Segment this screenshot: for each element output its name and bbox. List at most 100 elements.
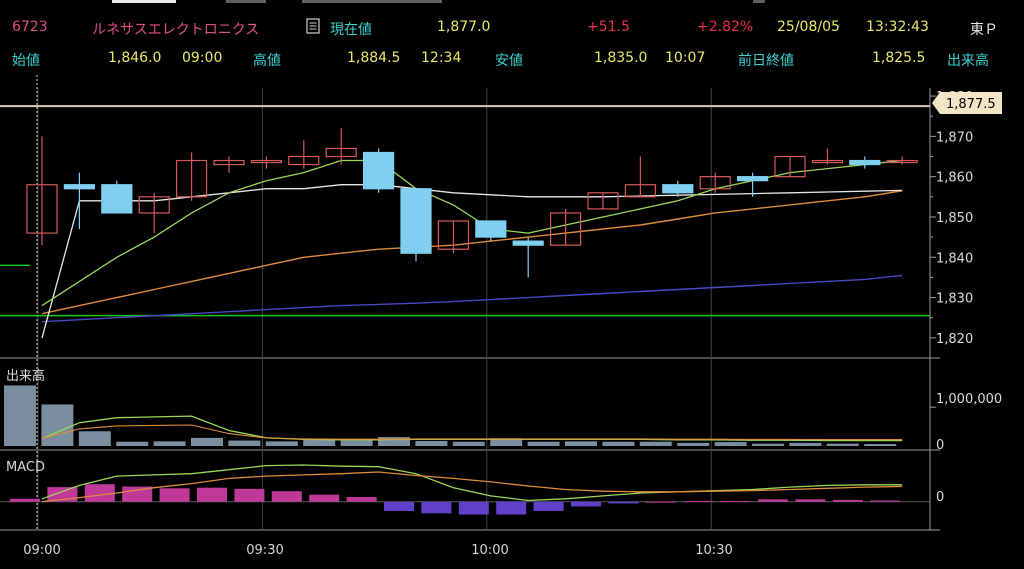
volume-zero-label: 0 [936,438,944,453]
candle-body [886,159,918,164]
document-icon[interactable] [306,18,320,38]
current-price-value: 1,877.0 [437,19,491,35]
candle [811,148,844,165]
candle [475,220,507,242]
candle [587,192,619,210]
x-tick-label: 10:00 [471,543,508,558]
macd-histogram-bar [122,486,153,502]
macd-line [41,464,903,502]
volume-bar [415,440,448,446]
low-time: 10:07 [665,50,706,66]
current-price-label: 現在値 [330,22,372,38]
ohlc-header-row: 始値 1,846.0 09:00 高値 1,884.5 12:34 安値 1,8… [0,47,1024,69]
candle [26,136,58,246]
candle-body [250,159,282,164]
candle-body [624,184,657,198]
candle [549,208,582,246]
macd-histogram-bar [645,501,676,503]
candle [63,172,96,230]
y-tick-label: 1,870 [936,130,973,145]
macd-histogram-bar [384,501,414,512]
volume-bar [303,439,336,446]
volume-bar [191,437,223,446]
candle [849,156,881,169]
candle-body [849,159,881,166]
volume-bar [527,441,560,446]
quote-header-row: 6723 ルネサスエレクトロニクス 現在値 1,877.0 +51.5 +2.8… [0,16,1024,38]
macd-histogram-bar [496,501,527,515]
candle [662,180,694,197]
quote-date: 25/08/05 [777,19,840,35]
ma-long-line [41,190,903,315]
stock-name[interactable]: ルネサスエレクトロニクス [92,22,260,38]
tab-indicator[interactable] [112,0,176,3]
candle [288,140,320,169]
volume-panel [4,385,903,446]
volume-bar [265,441,298,446]
tab-indicator[interactable] [302,0,442,3]
high-label: 高値 [253,53,281,69]
macd-histogram-bar [10,498,40,502]
candle [250,156,282,169]
y-tick-label: 1,840 [936,251,973,266]
macd-histogram-bar [720,501,751,503]
macd-histogram-bar [84,484,115,502]
volume-bar [714,442,747,446]
candle [437,220,469,254]
price-panel [0,105,930,339]
volume-bar [153,441,186,446]
candle-body [325,147,357,158]
y-tick-label: 1,850 [936,211,973,226]
candle [213,156,245,173]
y-tick-label: 1,860 [936,171,973,186]
macd-histogram-bar [870,500,901,502]
candle-body [63,184,96,190]
volume-bar [340,440,373,446]
open-time: 09:00 [182,50,223,66]
candle [138,192,170,234]
open-label: 始値 [12,53,40,69]
macd-histogram-bar [795,499,826,502]
volume-bar [41,404,74,446]
candle-body [662,184,694,194]
macd-histogram-bar [571,501,601,507]
volume-bar [826,443,859,446]
candle [363,148,395,193]
high-time: 12:34 [421,50,462,66]
macd-panel [0,464,930,515]
high-value: 1,884.5 [347,50,401,66]
low-value: 1,835.0 [594,50,648,66]
tab-indicator[interactable] [226,0,266,3]
prev-close-label: 前日終値 [738,53,794,69]
candle-body [138,196,170,214]
candle-body [213,159,245,166]
chart-gridlines [36,75,712,530]
candle [400,188,432,262]
candle-body [400,188,432,254]
stock-code[interactable]: 6723 [12,19,48,35]
tab-indicator[interactable] [753,0,765,3]
volume-bar [677,442,710,446]
macd-histogram-bar [309,494,340,502]
volume-bar [228,440,261,446]
volume-panel-title: 出来高 [6,368,45,384]
candle [699,172,731,193]
candle [774,155,806,178]
x-tick-label: 09:30 [246,543,283,558]
macd-histogram-bar [832,499,863,502]
volume-bar [490,438,523,446]
candle-body [176,159,208,198]
candle-body [512,240,544,246]
macd-histogram-bar [197,487,227,502]
macd-histogram-bar [234,488,265,502]
macd-histogram-bar [271,491,302,502]
low-label: 安値 [495,53,523,69]
macd-zero-label: 0 [936,490,944,505]
candle-body [363,151,395,190]
quote-time: 13:32:43 [866,19,929,35]
volume-bar [565,441,597,446]
open-value: 1,846.0 [108,50,162,66]
macd-histogram-bar [159,488,190,502]
candle-body [475,220,507,238]
